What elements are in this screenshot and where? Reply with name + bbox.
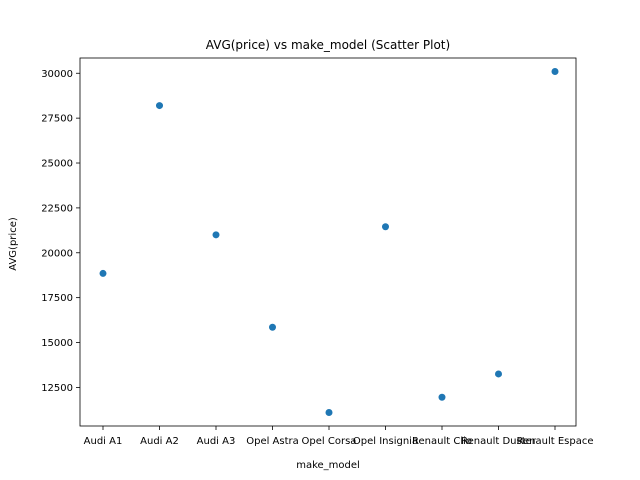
y-tick-label: 17500 (41, 293, 73, 304)
y-tick-label: 27500 (41, 114, 73, 125)
data-point (438, 393, 446, 401)
y-tick-label: 15000 (41, 338, 73, 349)
x-tick-label: Renault Clio (412, 436, 472, 447)
x-tick-label: Audi A3 (197, 436, 236, 447)
x-tick-label: Opel Corsa (302, 436, 357, 447)
y-axis: 12500 15000 17500 20000 22500 25000 27500 30000 (41, 69, 80, 394)
x-tick-label: Audi A2 (140, 436, 179, 447)
data-point (212, 231, 220, 239)
x-axis: Audi A1 Audi A2 Audi A3 Opel Astra Opel Cors… (84, 426, 594, 447)
chart-title: AVG(price) vs make_model (Scatter Plot) (206, 38, 450, 52)
plot-frame (79, 57, 577, 427)
y-tick-label: 22500 (41, 203, 73, 214)
x-tick-label: Renault Duster (461, 436, 537, 447)
data-point (269, 323, 276, 331)
data-point (99, 269, 107, 277)
y-axis-title: AVG(price) (8, 217, 19, 271)
y-tick-label: 30000 (41, 69, 73, 80)
data-point (156, 102, 163, 110)
x-tick-label: Renault Espace (517, 436, 594, 447)
data-point (325, 409, 333, 417)
x-axis-title: make_model (296, 460, 360, 471)
y-tick-label: 12500 (41, 383, 73, 394)
data-point (551, 67, 559, 75)
y-tick-label: 20000 (41, 248, 73, 259)
data-point (382, 223, 389, 231)
data-point (495, 370, 502, 378)
data-points (99, 67, 559, 417)
x-tick-label: Opel Insignia (353, 436, 418, 447)
x-tick-label: Audi A1 (84, 436, 123, 447)
y-tick-label: 25000 (41, 159, 73, 170)
x-tick-label: Opel Astra (246, 436, 299, 447)
